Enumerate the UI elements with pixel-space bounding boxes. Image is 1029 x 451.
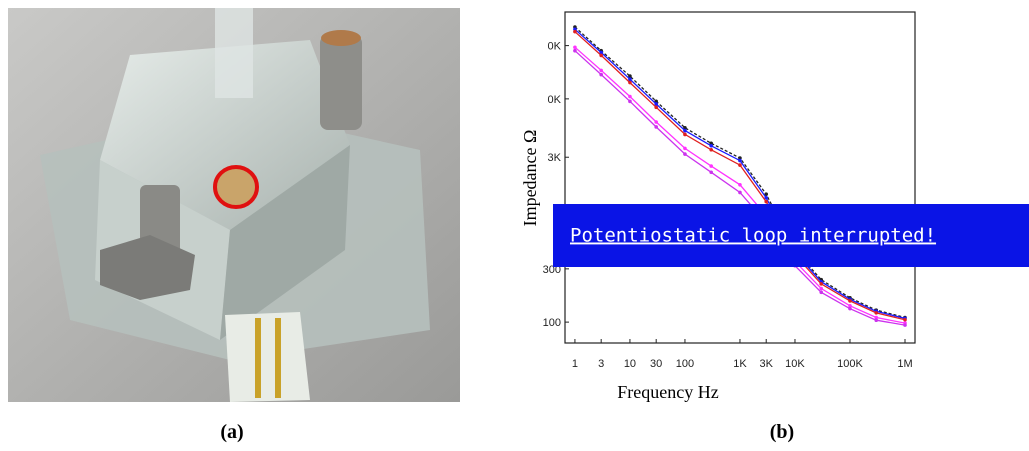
banner-text: Potentiostatic loop interrupted! [570, 225, 936, 247]
data-point [628, 80, 632, 85]
data-point [628, 74, 632, 78]
x-tick-label: 3 [598, 358, 604, 370]
data-point [874, 318, 879, 323]
series-line [574, 28, 906, 320]
data-point [738, 156, 742, 160]
data-point [903, 317, 907, 322]
data-point [573, 45, 577, 50]
x-tick-label: 100K [837, 358, 863, 370]
data-point [709, 143, 713, 148]
data-point [709, 141, 713, 146]
data-point [709, 170, 713, 175]
data-point [628, 99, 632, 104]
data-point [683, 146, 687, 151]
x-tick-label: 10 [624, 358, 636, 370]
data-point [819, 286, 824, 291]
data-point [738, 163, 742, 167]
photo [8, 8, 460, 402]
data-point [738, 190, 742, 195]
data-point [599, 68, 603, 73]
data-point [764, 199, 769, 204]
data-point [764, 192, 769, 196]
data-point [683, 152, 687, 156]
x-tick-label: 100 [676, 358, 694, 370]
series-line [574, 26, 906, 319]
y-axis-label: Impedance Ω [520, 130, 540, 227]
y-tick-label: 0K [548, 94, 562, 106]
caption: (a) [220, 421, 243, 443]
data-point [599, 50, 603, 55]
data-point [599, 53, 603, 58]
y-tick-label: 3K [548, 152, 562, 164]
data-point [599, 72, 603, 77]
data-point [848, 306, 852, 311]
data-point [573, 29, 577, 34]
x-tick-label: 30 [650, 358, 662, 370]
data-point [683, 126, 687, 130]
x-axis-label: Frequency Hz [617, 382, 718, 402]
data-point [848, 299, 852, 303]
x-tick-label: 10K [785, 358, 805, 370]
data-point [903, 323, 907, 327]
x-tick-label: 3K [759, 358, 773, 370]
x-tick-label: 1 [572, 358, 578, 370]
data-point [654, 120, 658, 124]
x-tick-label: 1K [733, 358, 747, 370]
error-banner: Potentiostatic loop interrupted! [553, 204, 1029, 267]
data-point [874, 315, 879, 320]
y-tick-label: 0K [548, 41, 562, 53]
data-point [819, 290, 824, 295]
data-point [628, 94, 632, 99]
data-point [573, 48, 577, 53]
data-point [683, 132, 687, 137]
data-point [628, 77, 632, 82]
plot-frame [564, 11, 916, 344]
data-point [709, 164, 713, 168]
banner-background [553, 204, 1029, 267]
y-tick-label: 100 [543, 317, 561, 329]
data-point [848, 304, 852, 308]
data-point [874, 311, 879, 315]
x-tick-label: 1M [897, 358, 912, 370]
data-point [819, 282, 824, 286]
data-point [683, 128, 687, 133]
data-point [738, 158, 742, 163]
data-point [654, 105, 658, 110]
data-point [709, 147, 713, 152]
data-point [738, 182, 742, 187]
data-point [654, 125, 658, 129]
data-point [654, 102, 658, 106]
data-point [764, 195, 769, 200]
caption: (b) [770, 421, 794, 443]
